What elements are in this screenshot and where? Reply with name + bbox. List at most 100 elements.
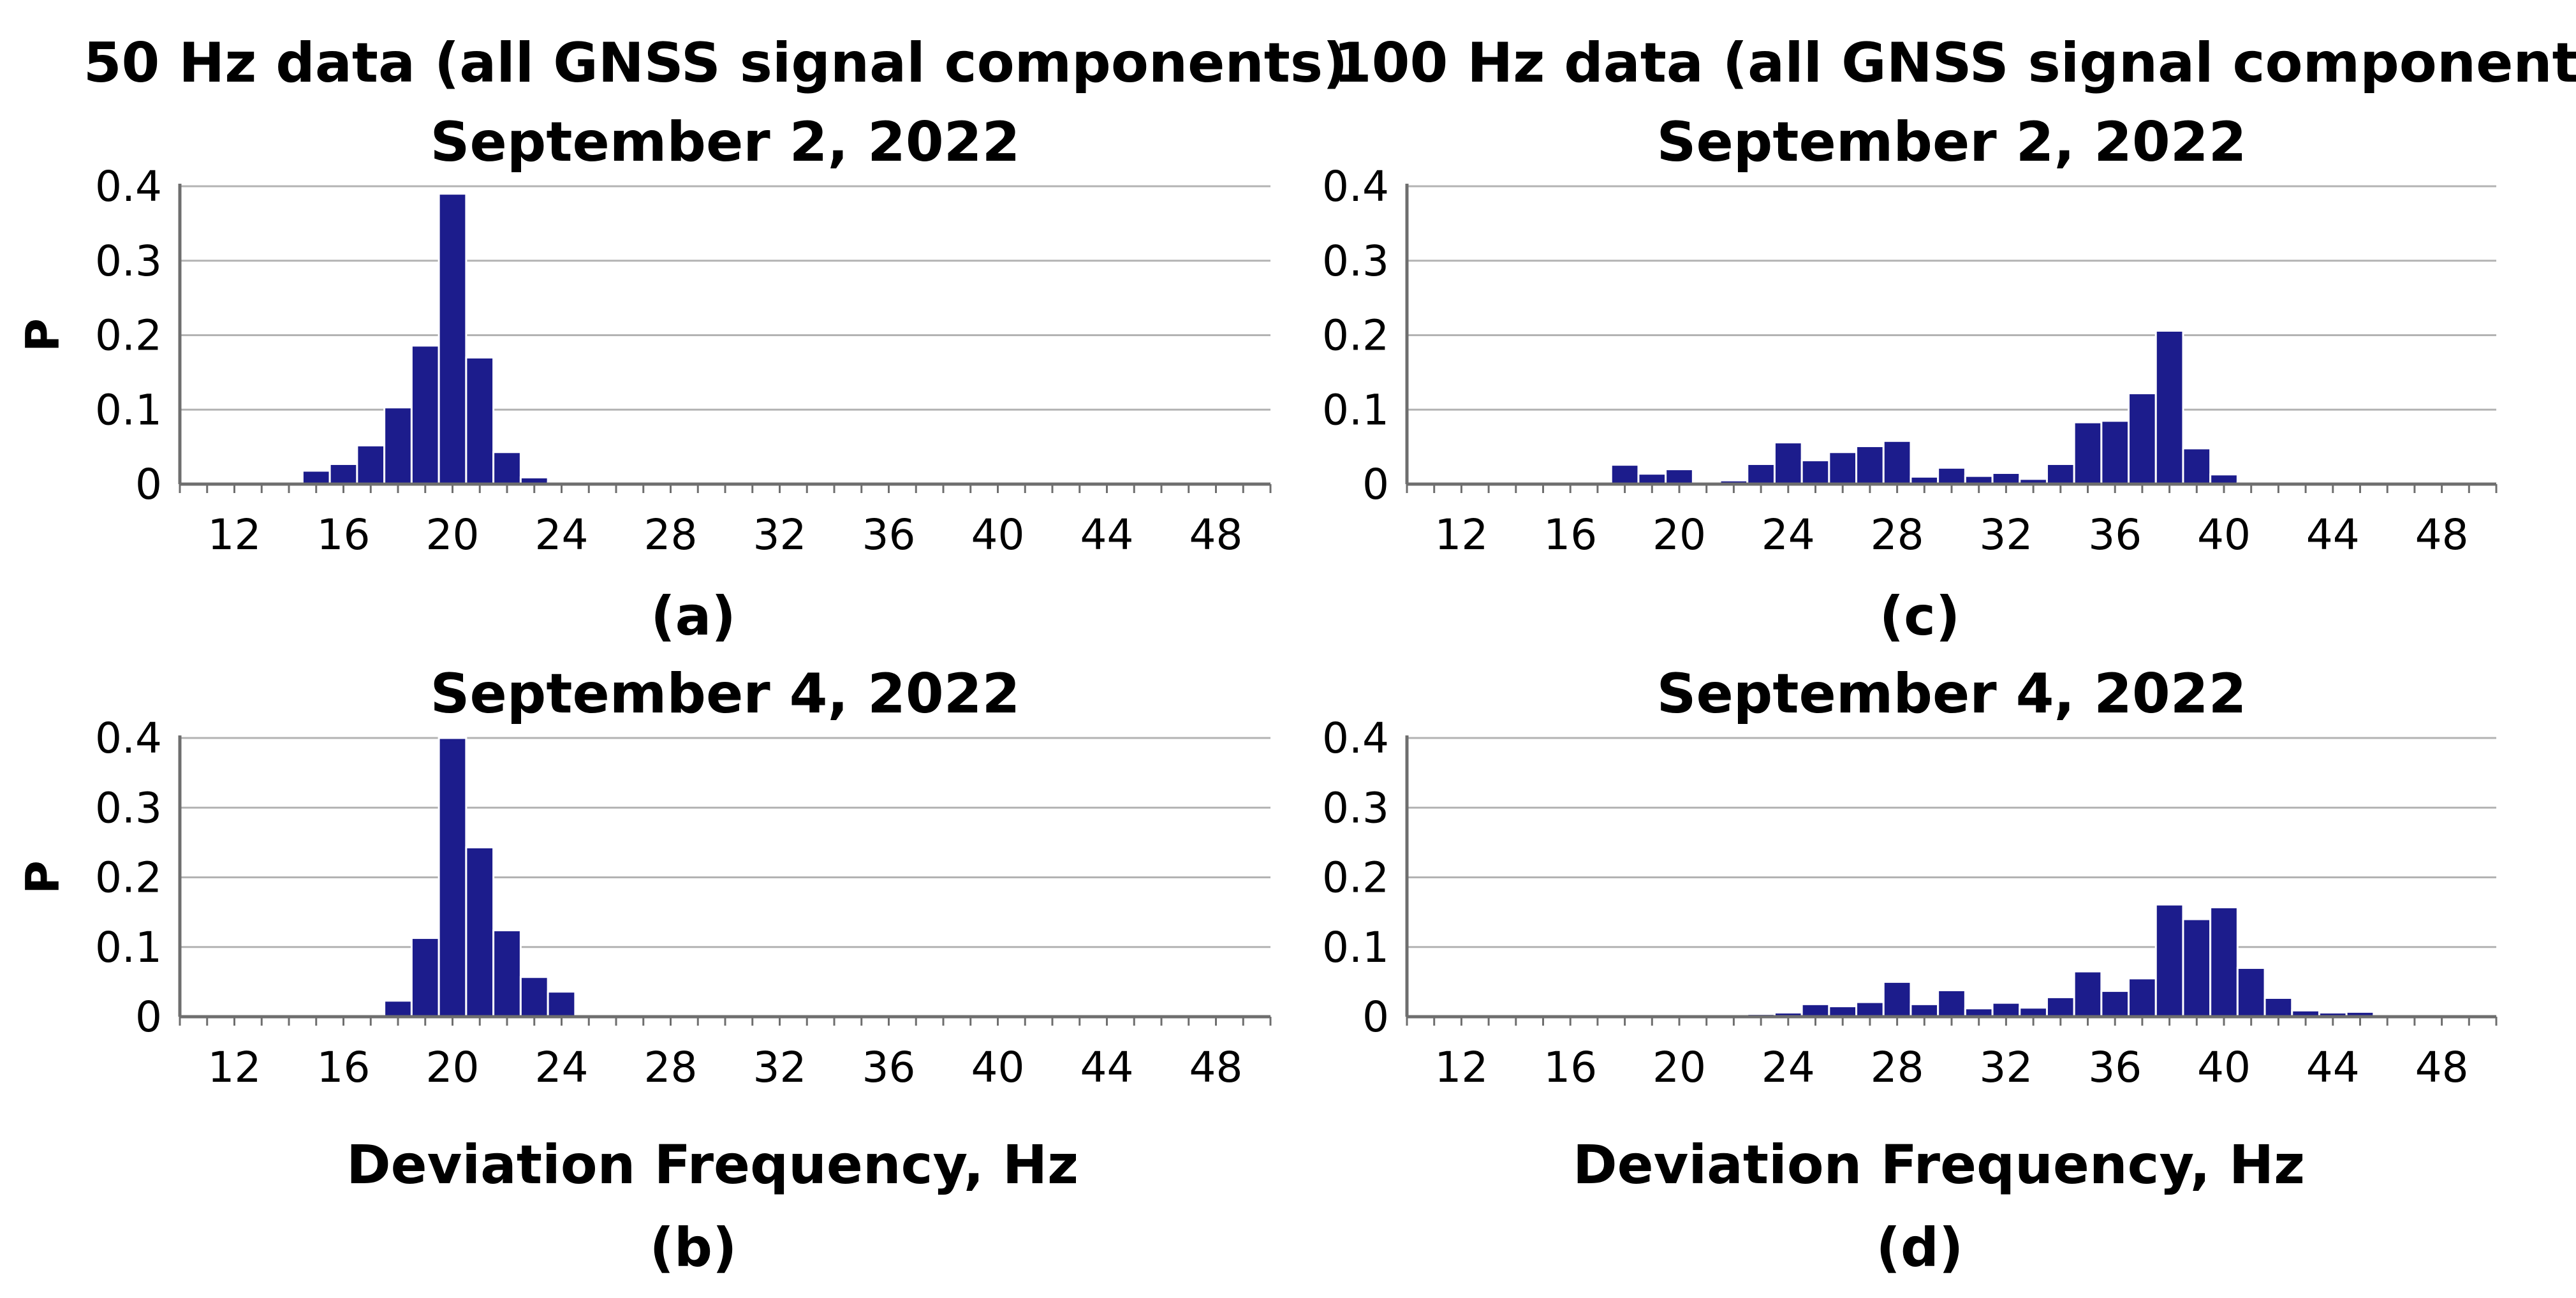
y-tick-label: 0 [135, 460, 162, 509]
x-tick-label: 48 [1189, 1043, 1243, 1092]
bar [1855, 445, 1885, 485]
x-tick-label: 36 [862, 510, 916, 559]
x-tick-label: 20 [1652, 510, 1706, 559]
bar [1746, 462, 1776, 485]
x-tick-label: 16 [1543, 510, 1597, 559]
chart-panel-a: September 2, 2022 0 0.1 0.2 0.3 0.4 12 16 20 24 28… [16, 110, 1272, 647]
x-tick-label: 32 [753, 510, 807, 559]
x-tick-label: 28 [644, 1043, 698, 1092]
panel-label-a: (a) [651, 585, 735, 647]
bar [356, 444, 386, 485]
chart-panel-c: September 2, 2022 0 0.1 0.2 0.3 0.4 12 16 20 24 28… [1322, 110, 2498, 647]
bar [465, 357, 495, 485]
x-tick-label: 16 [317, 510, 371, 559]
y-tick-label: 0 [135, 992, 162, 1042]
x-tick-label: 44 [1080, 1043, 1134, 1092]
y-tick-label: 0.3 [1322, 783, 1389, 832]
bar [1800, 459, 1830, 485]
bar [2209, 906, 2239, 1018]
bar [2100, 420, 2130, 485]
x-tick-label: 24 [535, 510, 589, 559]
bar [1800, 1003, 1830, 1018]
panel-label-d: (d) [1876, 1216, 1964, 1279]
bar [1882, 980, 1912, 1018]
y-tick-label: 0.1 [95, 923, 162, 972]
y-axis-label: P [16, 860, 70, 894]
bar [1937, 989, 1966, 1018]
x-tick-label: 40 [971, 510, 1025, 559]
chart-panel-b: September 4, 2022 0 0.1 0.2 0.3 0.4 12 16 20 24 28… [16, 662, 1272, 1279]
y-tick-label: 0.4 [95, 714, 162, 763]
x-tick-label: 36 [2088, 510, 2142, 559]
panel-label-c: (c) [1880, 585, 1961, 647]
bar [1610, 464, 1640, 485]
y-tick-label: 0 [1362, 992, 1389, 1042]
x-tick-label: 40 [2197, 510, 2251, 559]
x-tick-label: 12 [1434, 1043, 1488, 1092]
x-axis-label: Deviation Frequency, Hz [346, 1133, 1078, 1196]
x-tick-label: 48 [2415, 1043, 2469, 1092]
x-tick-label: 32 [1979, 1043, 2033, 1092]
x-tick-label: 20 [426, 510, 480, 559]
y-tick-label: 0.1 [1322, 923, 1389, 972]
y-tick-label: 0.2 [1322, 853, 1389, 903]
y-tick-label: 0.4 [1322, 162, 1389, 211]
x-tick-label: 48 [1189, 510, 1243, 559]
x-tick-label: 36 [862, 1043, 916, 1092]
bar [2236, 967, 2266, 1018]
bar [2154, 903, 2184, 1018]
bar [2100, 990, 2130, 1018]
bar [492, 929, 522, 1018]
x-tick-label: 28 [644, 510, 698, 559]
x-tick-label: 28 [1871, 510, 1924, 559]
bar [519, 976, 549, 1018]
x-tick-label: 44 [1080, 510, 1134, 559]
bar [328, 462, 358, 485]
x-tick-label: 40 [2197, 1043, 2251, 1092]
bar [1773, 441, 1803, 485]
chart-panel-d: September 4, 2022 0 0.1 0.2 0.3 0.4 12 16 20 24 28… [1322, 662, 2498, 1279]
bar [1991, 1001, 2021, 1018]
x-tick-label: 32 [1979, 510, 2033, 559]
y-tick-label: 0.3 [95, 237, 162, 286]
bar [438, 737, 467, 1018]
x-tick-label: 20 [1652, 1043, 1706, 1092]
x-tick-label: 16 [1543, 1043, 1597, 1092]
bar [2073, 421, 2103, 485]
chart-title-a: September 2, 2022 [431, 110, 1020, 174]
bar [383, 999, 413, 1018]
x-tick-label: 20 [426, 1043, 480, 1092]
y-tick-label: 0.2 [1322, 311, 1389, 360]
bar [1665, 468, 1694, 485]
y-tick-label: 0.2 [95, 311, 162, 360]
bar [2128, 392, 2157, 485]
bar [2263, 997, 2293, 1018]
column-title-50hz: 50 Hz data (all GNSS signal components) [84, 31, 1348, 95]
bar [1910, 1003, 1939, 1018]
x-axis-label: Deviation Frequency, Hz [1573, 1133, 2305, 1196]
x-tick-label: 24 [535, 1043, 589, 1092]
y-tick-label: 0.1 [1322, 385, 1389, 434]
bar [2128, 977, 2157, 1018]
y-tick-label: 0.3 [95, 783, 162, 832]
bar [1937, 466, 1966, 485]
chart-title-b: September 4, 2022 [431, 662, 1020, 726]
bar [301, 469, 331, 485]
bar [2073, 970, 2103, 1018]
x-tick-label: 44 [2306, 1043, 2360, 1092]
bar [438, 193, 467, 485]
y-tick-label: 0.2 [95, 853, 162, 903]
bar [1991, 471, 2021, 485]
panel-label-b: (b) [650, 1216, 737, 1279]
chart-title-c: September 2, 2022 [1657, 110, 2247, 174]
bar [410, 937, 440, 1018]
bar [1828, 451, 1858, 485]
chart-panels: September 2, 2022 0 0.1 0.2 0.3 0.4 12 16 20 24 28… [16, 110, 2498, 1279]
y-axis-label: P [16, 318, 70, 352]
bar [2045, 996, 2075, 1018]
x-tick-label: 32 [753, 1043, 807, 1092]
y-tick-label: 0 [1362, 460, 1389, 509]
bar [2154, 329, 2184, 485]
bar [2182, 918, 2212, 1018]
